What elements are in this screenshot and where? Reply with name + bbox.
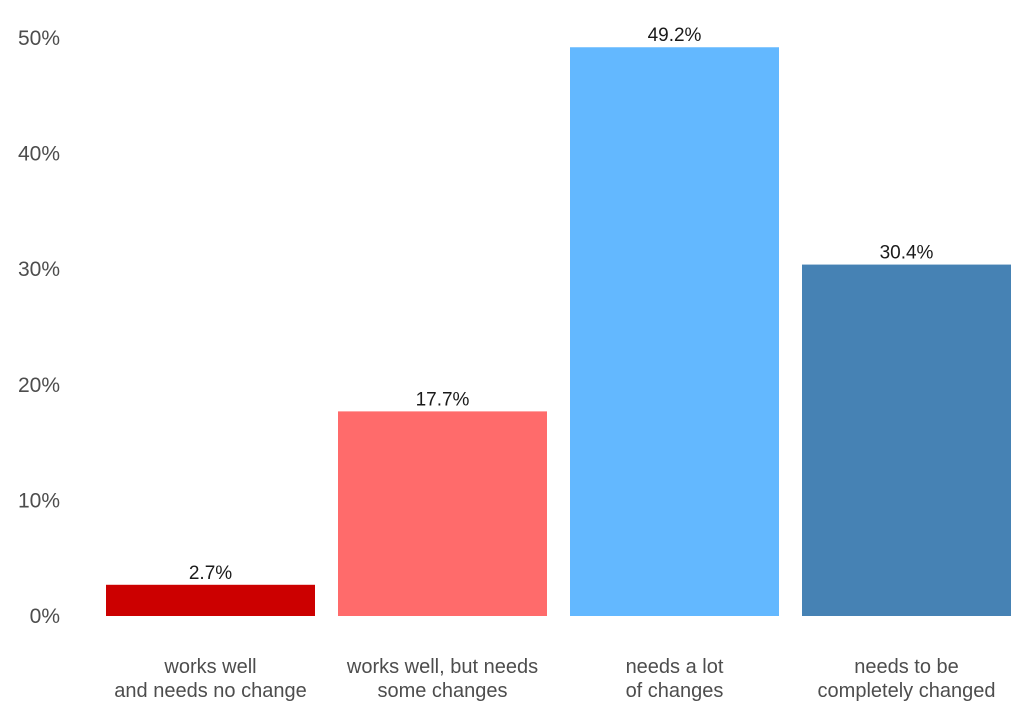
bar-value-label: 17.7% <box>416 389 470 410</box>
x-category-label: some changes <box>377 680 507 702</box>
bar <box>802 264 1011 616</box>
y-tick-label: 10% <box>18 489 60 512</box>
data-labels: 2.7% 17.7% 49.2% 30.4% <box>189 25 934 584</box>
bar-value-label: 30.4% <box>880 243 934 264</box>
bars <box>106 47 1011 617</box>
x-category-label: and needs no change <box>114 680 306 702</box>
y-axis: 0% 10% 20% 30% 40% 50% <box>18 27 60 628</box>
bar <box>338 411 547 616</box>
bar <box>570 47 779 617</box>
y-tick-label: 0% <box>30 605 60 628</box>
y-tick-label: 50% <box>18 27 60 50</box>
bar <box>106 584 315 616</box>
bar-value-label: 49.2% <box>648 25 702 46</box>
bar-value-label: 2.7% <box>189 563 232 584</box>
y-tick-label: 30% <box>18 258 60 281</box>
x-category-label: of changes <box>626 680 724 702</box>
y-tick-label: 20% <box>18 374 60 397</box>
x-category-label: works well <box>163 656 256 678</box>
x-category-label: completely changed <box>818 680 996 702</box>
y-tick-label: 40% <box>18 143 60 166</box>
x-category-label: needs a lot <box>626 656 724 678</box>
x-category-label: needs to be <box>854 656 959 678</box>
x-category-label: works well, but needs <box>346 656 538 678</box>
